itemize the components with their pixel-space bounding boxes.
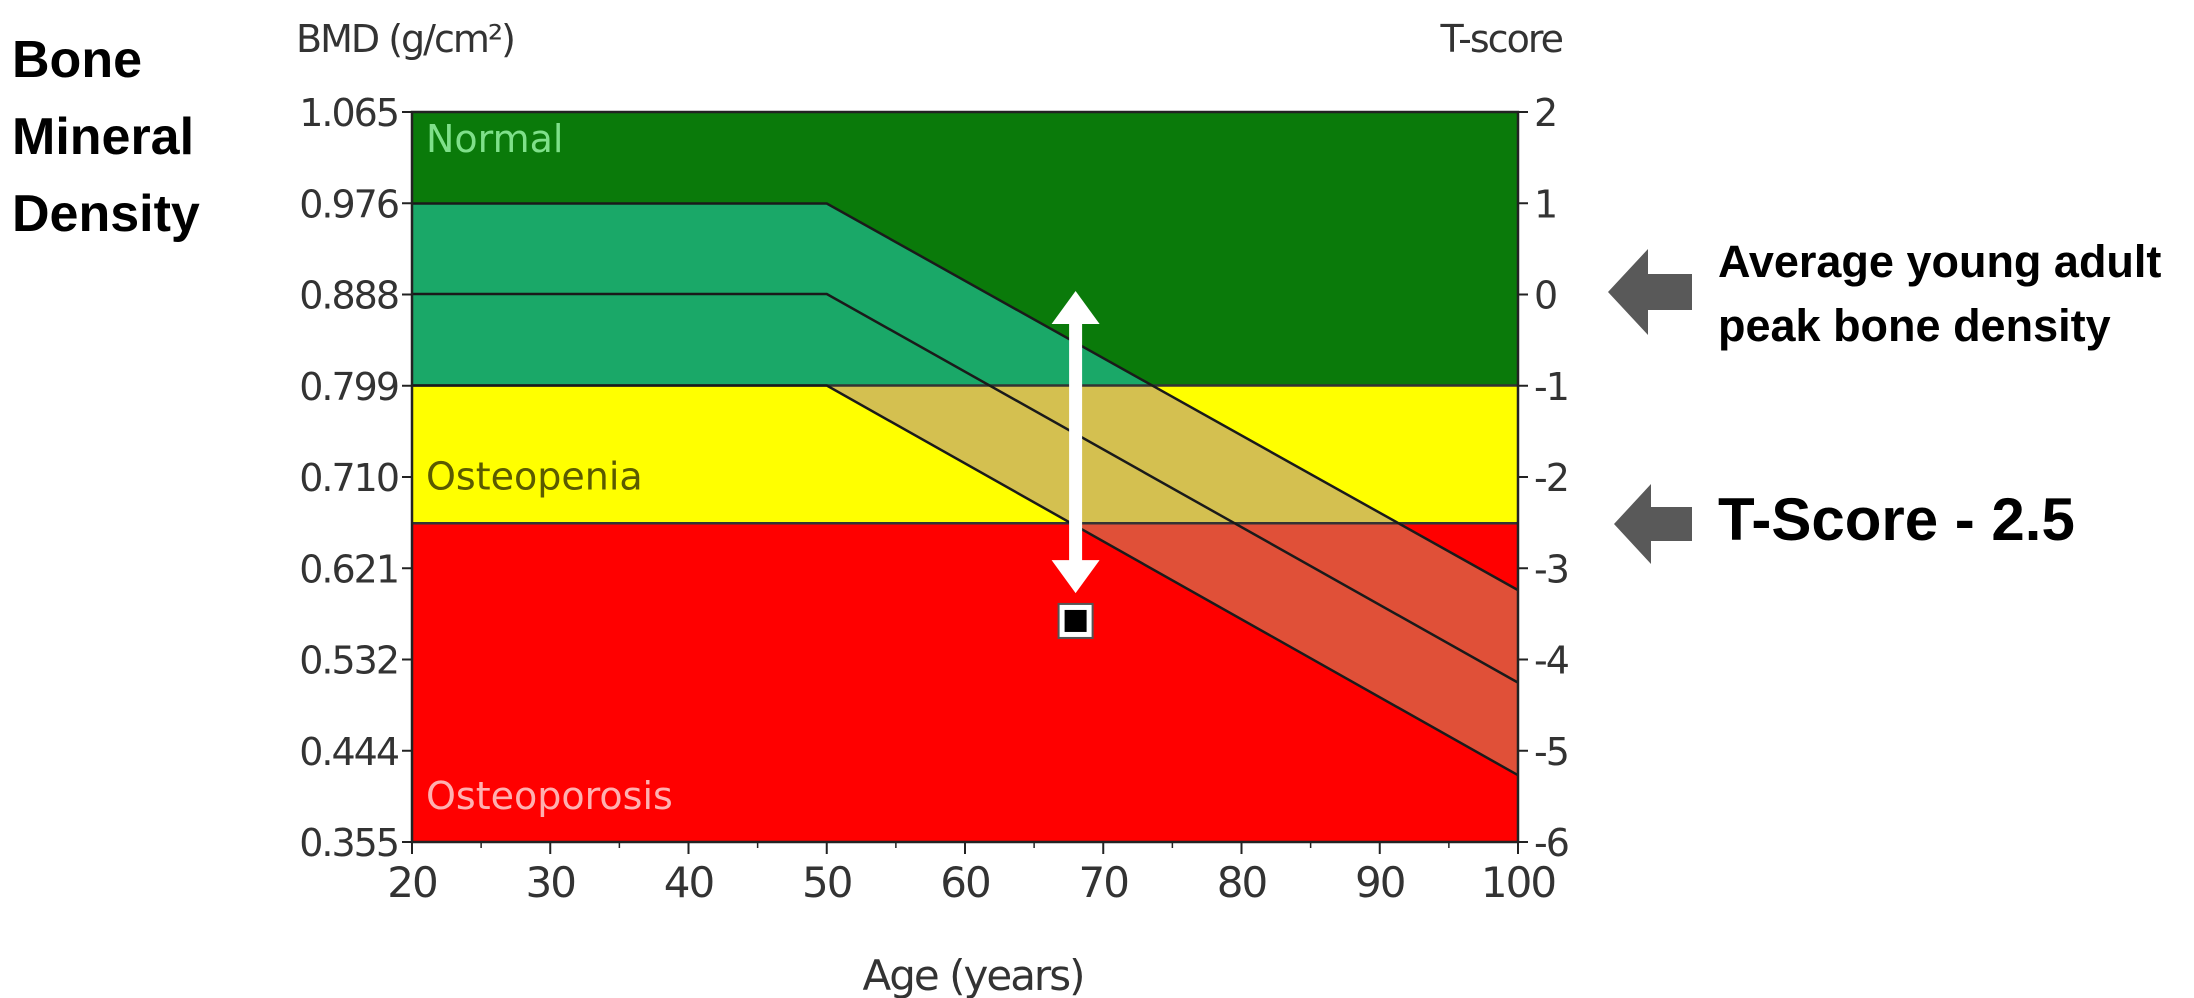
difference-arrow-head-down	[1051, 560, 1100, 594]
arrow-left-icon	[1608, 249, 1692, 335]
zone-label-normal: Normal	[426, 117, 564, 161]
side-title: Bone Mineral Density	[12, 22, 232, 253]
side-title-line-3: Density	[12, 185, 200, 243]
y-tick-label-right: 0	[1534, 274, 1556, 318]
y-tick-label-right: 2	[1534, 91, 1556, 135]
difference-arrow-head-up	[1051, 290, 1100, 324]
x-tick-label: 100	[1481, 858, 1555, 907]
y-tick-label-left: 0.888	[299, 274, 398, 318]
x-tick-label: 50	[802, 858, 851, 907]
reference-band-osteopenia	[412, 385, 1399, 524]
y-tick-label-left: 0.621	[299, 547, 398, 591]
reference-line-upper	[412, 202, 1519, 592]
y-tick-label-left: 1.065	[299, 91, 398, 135]
peak-annotation-line-1: Average young adult	[1718, 236, 2162, 287]
y-tick-label-right: -4	[1534, 639, 1569, 683]
peak-annotation-line-2: peak bone density	[1718, 300, 2111, 351]
y-tick-label-left: 0.710	[299, 456, 398, 500]
x-tick-label: 30	[526, 858, 575, 907]
x-tick-label: 20	[387, 858, 436, 907]
peak-density-annotation: Average young adult peak bone density	[1718, 230, 2161, 358]
x-tick-label: 60	[940, 858, 989, 907]
x-tick-label: 90	[1355, 858, 1404, 907]
y-axis-title-right: T-score	[1439, 17, 1562, 61]
side-title-line-1: Bone	[12, 31, 142, 89]
arrow-left-icon	[1614, 484, 1692, 564]
y-tick-label-left: 0.976	[299, 182, 398, 226]
y-tick-label-right: -3	[1534, 547, 1568, 591]
reference-line-lower	[412, 384, 1519, 777]
y-tick-label-right: 1	[1534, 182, 1556, 226]
x-axis-title: Age (years)	[863, 951, 1084, 998]
side-title-line-2: Mineral	[12, 108, 195, 166]
y-tick-label-left: 0.355	[299, 821, 398, 865]
x-tick-label: 40	[664, 858, 713, 907]
y-tick-label-right: -2	[1534, 456, 1568, 500]
y-tick-label-left: 0.444	[299, 730, 399, 774]
y-tick-label-right: -1	[1534, 365, 1568, 409]
patient-point	[1064, 609, 1087, 632]
tscore-annotation: T-Score - 2.5	[1718, 486, 2075, 553]
y-tick-label-right: -5	[1534, 730, 1568, 774]
x-tick-label: 80	[1217, 858, 1266, 907]
zone-label-osteopenia: Osteopenia	[426, 454, 643, 498]
y-tick-label-right: -6	[1534, 821, 1568, 865]
y-axis-title-left: BMD (g/cm²)	[296, 17, 514, 61]
y-tick-label-left: 0.799	[299, 365, 398, 409]
x-tick-label: 70	[1079, 858, 1128, 907]
y-tick-label-left: 0.532	[299, 639, 398, 683]
zone-label-osteoporosis: Osteoporosis	[426, 774, 673, 818]
reference-line-middle	[412, 292, 1519, 684]
